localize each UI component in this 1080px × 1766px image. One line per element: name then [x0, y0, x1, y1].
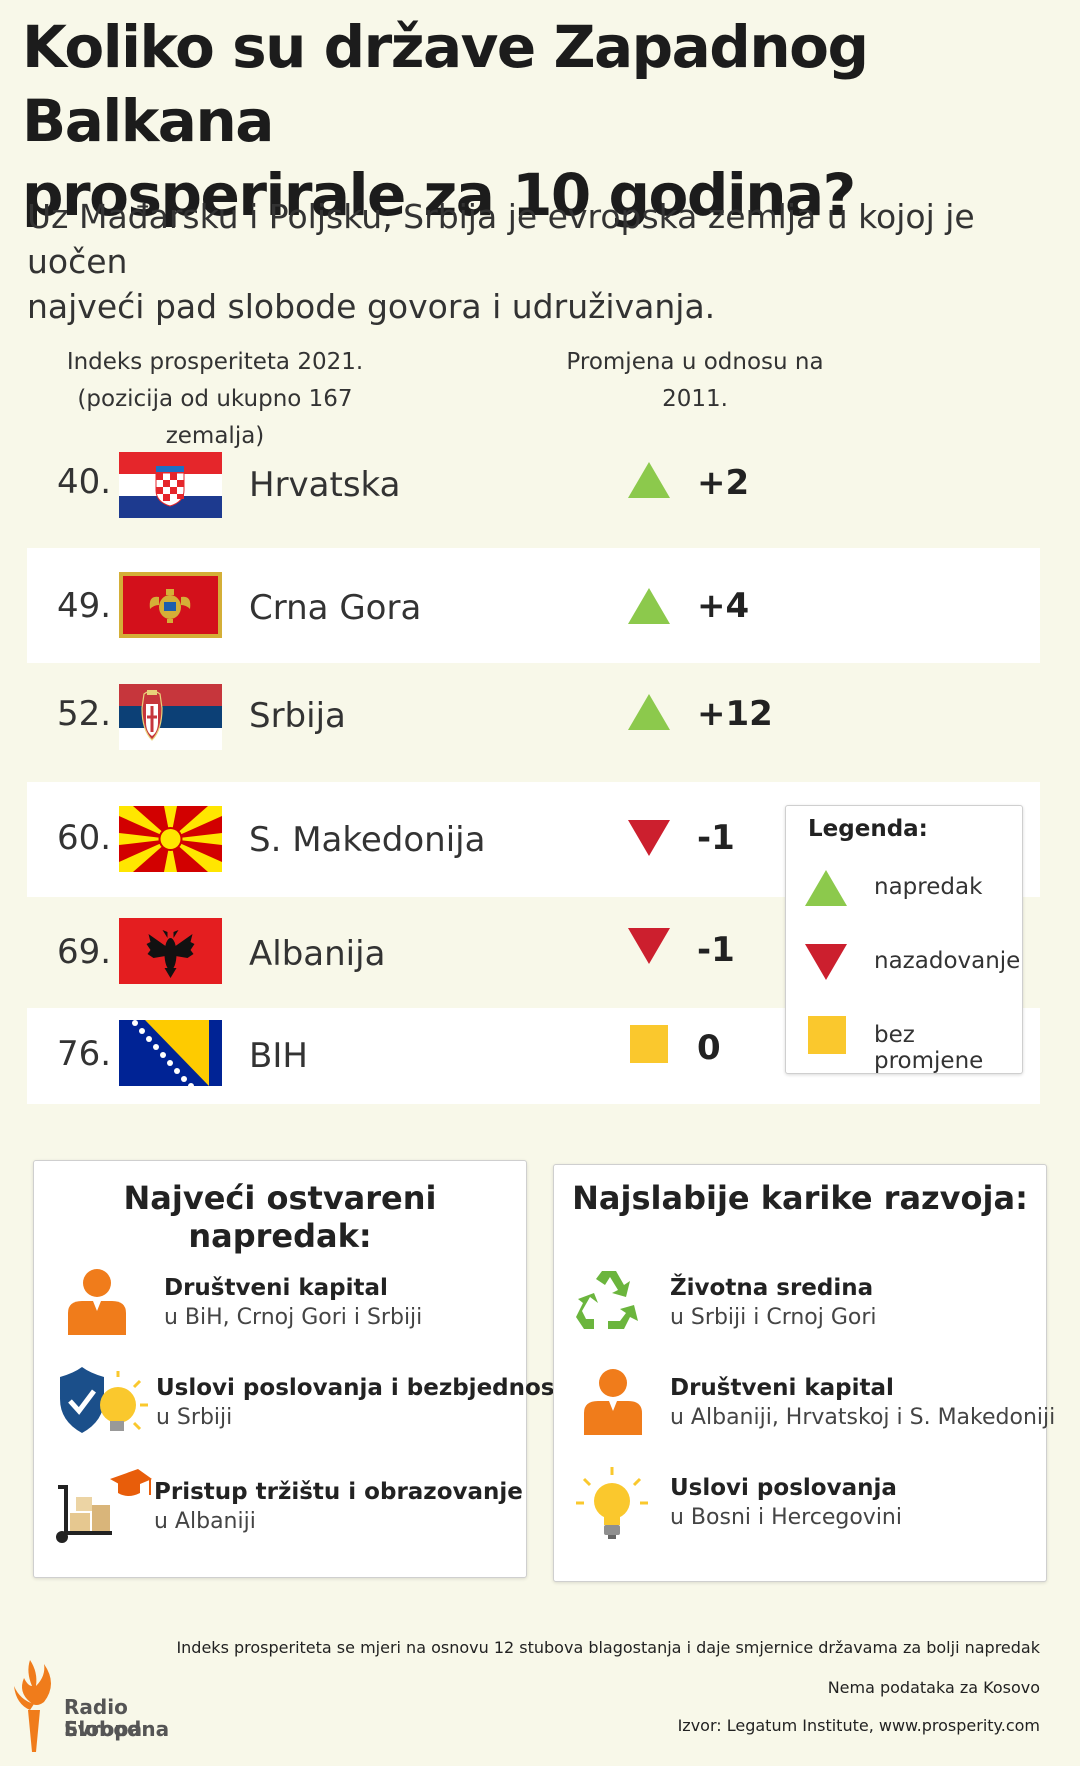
flag-croatia-icon [119, 452, 222, 518]
rank: 76. [57, 1034, 112, 1074]
change-value: +4 [697, 586, 750, 626]
rank: 49. [57, 586, 112, 626]
subtitle: Uz Mađarsku i Poljsku, Srbija je evropsk… [27, 194, 1057, 329]
change-value: +2 [697, 463, 750, 503]
change-value: 0 [697, 1028, 721, 1068]
trend-same-icon [630, 1023, 674, 1063]
item-subtitle: u Albaniji [154, 1509, 256, 1534]
cart-graduation-icon [52, 1467, 152, 1547]
trend-down-icon [804, 942, 848, 986]
footer-note-kosovo: Nema podataka za Kosovo [827, 1678, 1040, 1697]
title-line-1: Koliko su države Zapadnog Balkana [22, 13, 869, 155]
item-title: Uslovi poslovanja i bezbjednost [156, 1375, 566, 1401]
country-name: Albanija [249, 934, 386, 974]
flag-serbia-icon [119, 684, 222, 750]
country-name: S. Makedonija [249, 820, 486, 860]
recycle-icon [572, 1263, 662, 1343]
rank: 60. [57, 818, 112, 858]
flag-montenegro-icon [119, 572, 222, 638]
torch-icon [14, 1660, 51, 1752]
trend-down-icon [627, 818, 671, 858]
legend-label-down: nazadovanje [874, 948, 1021, 974]
panel-item: Uslovi poslovanja u Bosni i Hercegovini [554, 1465, 1046, 1545]
trend-up-icon [627, 460, 671, 500]
logo-text-line-1: Radio Slobodna [64, 1695, 170, 1741]
trend-same-icon [808, 1016, 848, 1060]
change-value: -1 [697, 818, 735, 858]
panel-title: Najslabije karike razvoja: [572, 1179, 1028, 1217]
country-name: Srbija [249, 696, 346, 736]
rank: 69. [57, 932, 112, 972]
item-title: Društveni kapital [670, 1375, 894, 1401]
trend-up-icon [627, 692, 671, 732]
flag-bosnia-icon [119, 1020, 222, 1086]
panel-weakest-links: Najslabije karike razvoja: Životna sredi… [553, 1164, 1055, 1582]
country-name: Hrvatska [249, 465, 401, 505]
item-subtitle: u Bosni i Hercegovini [670, 1505, 902, 1530]
panel-item: Životna sredina u Srbiji i Crnoj Gori [554, 1263, 1046, 1343]
footer-source: Izvor: Legatum Institute, www.prosperity… [677, 1716, 1040, 1735]
panel-biggest-progress: Najveći ostvareni napredak: Društveni ka… [33, 1160, 566, 1578]
country-row-srbija: 52. Srbija +12 [27, 664, 1040, 779]
panel-item: Društveni kapital u Albaniji, Hrvatskoj … [554, 1361, 1055, 1441]
country-row-hrvatska: 40. Hrvatska +2 [27, 430, 1040, 545]
item-title: Društveni kapital [164, 1275, 388, 1301]
trend-up-icon [627, 586, 671, 626]
person-icon [568, 1361, 658, 1441]
panel-title: Najveći ostvareni napredak: [123, 1179, 437, 1255]
rse-logo: Radio Slobodna Evropa [10, 1656, 220, 1756]
panel-item: Uslovi poslovanja i bezbjednost u Srbiji [34, 1363, 566, 1443]
item-title: Pristup tržištu i obrazovanje [154, 1479, 523, 1505]
change-value: +12 [697, 694, 773, 734]
column-header-change: Promjena u odnosu na 2011. [566, 349, 824, 412]
page-title: Koliko su države Zapadnog Balkana prospe… [22, 10, 1062, 232]
subtitle-line-1: Uz Mađarsku i Poljsku, Srbija je evropsk… [27, 197, 975, 281]
item-subtitle: u Srbiji [156, 1405, 233, 1430]
country-name: BIH [249, 1036, 308, 1076]
legend-label-same: bez promjene [874, 1022, 984, 1074]
legend-label-up: napredak [874, 874, 983, 900]
panel-item: Društveni kapital u BiH, Crnoj Gori i Sr… [34, 1261, 526, 1341]
panel-item: Pristup tržištu i obrazovanje u Albaniji [34, 1467, 526, 1547]
item-title: Životna sredina [670, 1275, 874, 1301]
item-subtitle: u BiH, Crnoj Gori i Srbiji [164, 1305, 423, 1330]
column-header-index-line-1: Indeks prosperiteta 2021. [66, 349, 364, 375]
item-subtitle: u Albaniji, Hrvatskoj i S. Makedoniji [670, 1405, 1056, 1430]
change-value: -1 [697, 930, 735, 970]
legend-item-up: napredak [796, 866, 1016, 912]
rank: 52. [57, 694, 112, 734]
lightbulb-icon [572, 1465, 662, 1545]
trend-up-icon [804, 868, 848, 912]
shield-bulb-icon [52, 1363, 148, 1443]
column-header-index: Indeks prosperiteta 2021. (pozicija od u… [40, 344, 390, 455]
flag-north-macedonia-icon [119, 806, 222, 872]
legend-title: Legenda: [808, 816, 928, 842]
subtitle-line-2: najveći pad slobode govora i udruživanja… [27, 287, 716, 326]
item-subtitle: u Srbiji i Crnoj Gori [670, 1305, 877, 1330]
person-icon [52, 1261, 142, 1341]
country-row-crna-gora: 49. Crna Gora +4 [27, 548, 1040, 663]
footer-note-methodology: Indeks prosperiteta se mjeri na osnovu 1… [176, 1638, 1040, 1657]
flag-albania-icon [119, 918, 222, 984]
legend-item-same: bez promjene [796, 1014, 1016, 1074]
legend: Legenda: napredak nazadovanje bez promje… [785, 805, 1023, 1074]
logo-text-line-2: Evropa [64, 1717, 143, 1741]
country-name: Crna Gora [249, 588, 422, 628]
title-line-2: prosperirale za 10 godina? [22, 161, 856, 229]
rank: 40. [57, 462, 112, 502]
country-row-albanija: 69. Albanija -1 [27, 898, 1040, 1013]
column-header-index-line-2: (pozicija od ukupno 167 zemalja) [77, 386, 353, 449]
item-title: Uslovi poslovanja [670, 1475, 897, 1501]
legend-item-down: nazadovanje [796, 940, 1020, 986]
trend-down-icon [627, 926, 671, 966]
